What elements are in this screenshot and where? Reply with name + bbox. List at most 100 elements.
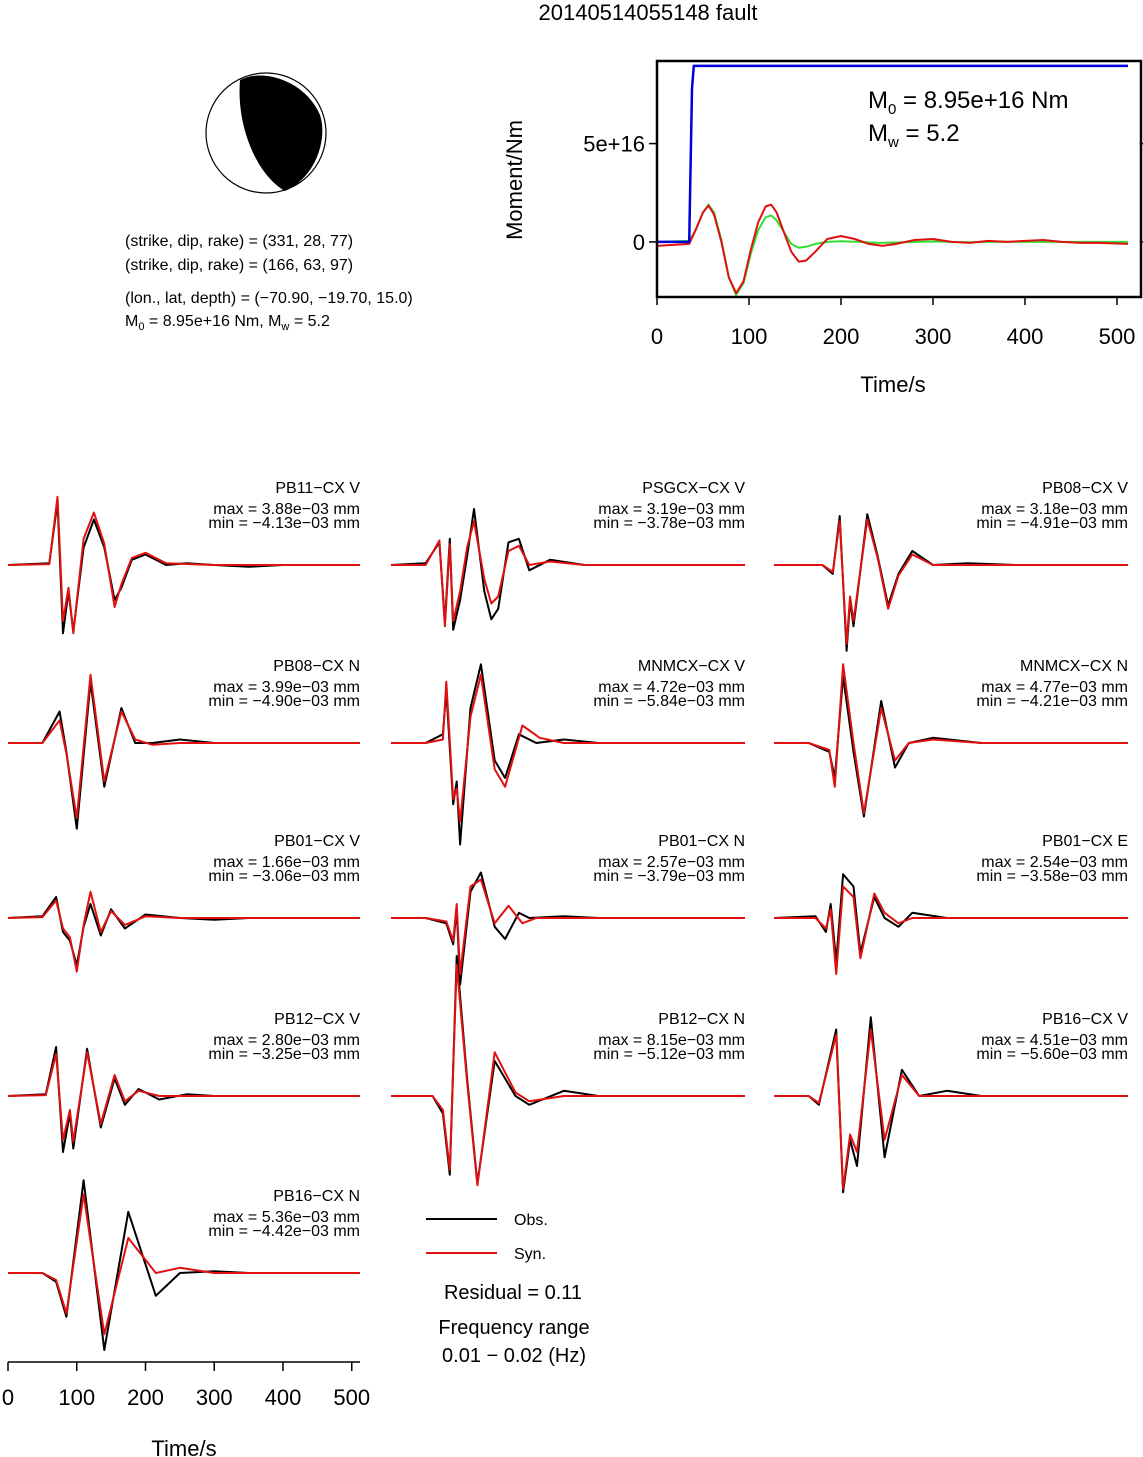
fault-parameters: (strike, dip, rake) = (331, 28, 77) (str… (125, 233, 413, 333)
moment-x-axis: 0 100 200 300 400 500 (651, 297, 1135, 349)
max-amplitude-label: max = 3.99e−03 mm (213, 679, 360, 696)
moment-panel-frame (655, 59, 1143, 299)
min-amplitude-label: min = −4.42e−03 mm (208, 1223, 360, 1240)
min-amplitude-label: min = −5.60e−03 mm (976, 1046, 1128, 1063)
synthetic-waveform (774, 518, 1128, 645)
figure-title: 20140514055148 fault (539, 0, 758, 25)
max-amplitude-label: max = 3.19e−03 mm (598, 501, 745, 518)
station-name-label: PB01−CX N (658, 833, 745, 850)
station-name-label: PB08−CX N (273, 658, 360, 675)
waveform-x-tick-label: 100 (58, 1385, 95, 1410)
min-amplitude-label: min = −5.12e−03 mm (593, 1046, 745, 1063)
legend-obs-label: Obs. (514, 1212, 548, 1229)
synthetic-waveform (8, 673, 360, 820)
station-name-label: PB12−CX N (658, 1011, 745, 1028)
max-amplitude-label: max = 2.57e−03 mm (598, 854, 745, 871)
station-name-label: PB08−CX V (1042, 480, 1128, 497)
synthetic-waveform (774, 1028, 1128, 1190)
frequency-range-value: 0.01 − 0.02 (Hz) (442, 1345, 586, 1367)
observed-waveform (8, 1179, 360, 1351)
synthetic-waveform (391, 963, 745, 1187)
max-amplitude-label: max = 4.72e−03 mm (598, 679, 745, 696)
min-amplitude-label: min = −4.21e−03 mm (976, 693, 1128, 710)
moment-plot-area (656, 64, 1129, 296)
moment-x-tick-label: 400 (1007, 324, 1044, 349)
moment-rate-red-series (656, 203, 1129, 295)
synthetic-waveform (391, 520, 745, 628)
moment-x-tick-label: 0 (651, 324, 663, 349)
min-amplitude-label: min = −4.90e−03 mm (208, 693, 360, 710)
synthetic-waveform (774, 885, 1128, 975)
waveform-x-label: Time/s (151, 1436, 216, 1457)
observed-waveform (391, 955, 745, 1185)
hypocenter-location: (lon., lat, depth) = (−70.90, −19.70, 15… (125, 290, 413, 307)
min-amplitude-label: min = −4.91e−03 mm (976, 515, 1128, 532)
synthetic-waveform (8, 1193, 360, 1336)
moment-m0-annotation: M0 = 8.95e+16 Nm (868, 87, 1068, 118)
waveform-x-tick-label: 300 (196, 1385, 233, 1410)
nodal-plane-1: (strike, dip, rake) = (331, 28, 77) (125, 233, 353, 250)
min-amplitude-label: min = −3.06e−03 mm (208, 868, 360, 885)
synthetic-waveform (774, 663, 1128, 814)
max-amplitude-label: max = 1.66e−03 mm (213, 854, 360, 871)
legend: Obs. Syn. (426, 1212, 548, 1263)
moment-mw-annotation: Mw = 5.2 (868, 120, 960, 151)
moment-x-tick-label: 100 (731, 324, 768, 349)
waveform-x-tick-label: 0 (2, 1385, 14, 1410)
moment-x-tick-label: 200 (823, 324, 860, 349)
moment-y-axis: 0 5e+16 (583, 132, 1143, 255)
observed-waveform (391, 871, 745, 986)
moment-magnitude-line: M0 = 8.95e+16 Nm, Mw = 5.2 (125, 313, 330, 333)
max-amplitude-label: max = 2.54e−03 mm (981, 854, 1128, 871)
station-name-label: PB16−CX V (1042, 1011, 1128, 1028)
moment-y-label: Moment/Nm (502, 120, 527, 240)
min-amplitude-label: min = −4.13e−03 mm (208, 515, 360, 532)
observed-waveform (7, 896, 360, 967)
max-amplitude-label: max = 4.51e−03 mm (981, 1032, 1128, 1049)
moment-panel: 0 100 200 300 400 500 0 5e+16 Time/s Moment/Nm… (502, 59, 1143, 397)
min-amplitude-label: min = −5.84e−03 mm (593, 693, 745, 710)
moment-y-tick-label: 0 (633, 230, 645, 255)
min-amplitude-label: min = −3.58e−03 mm (976, 868, 1128, 885)
station-name-label: MNMCX−CX N (1020, 658, 1128, 675)
max-amplitude-label: max = 2.80e−03 mm (213, 1032, 360, 1049)
synthetic-waveform (7, 1051, 360, 1143)
moment-x-tick-label: 500 (1099, 324, 1136, 349)
frequency-range-label: Frequency range (438, 1317, 589, 1339)
synthetic-waveform (7, 890, 360, 973)
station-name-label: PB16−CX N (273, 1188, 360, 1205)
observed-waveform (774, 513, 1128, 652)
waveform-x-axis: 0 100 200 300 400 500 (2, 1361, 370, 1410)
max-amplitude-label: max = 4.77e−03 mm (981, 679, 1128, 696)
synthetic-waveform (391, 673, 745, 823)
cumulative-moment-series (657, 64, 1128, 244)
residual-label: Residual = 0.11 (444, 1282, 582, 1304)
waveform-x-tick-label: 500 (333, 1385, 370, 1410)
max-amplitude-label: max = 8.15e−03 mm (598, 1032, 745, 1049)
nodal-plane-2: (strike, dip, rake) = (166, 63, 97) (125, 257, 353, 274)
station-name-label: PB01−CX V (274, 833, 360, 850)
station-name-label: MNMCX−CX V (638, 658, 745, 675)
max-amplitude-label: max = 3.88e−03 mm (213, 501, 360, 518)
station-name-label: PB12−CX V (274, 1011, 360, 1028)
waveform-x-tick-label: 200 (127, 1385, 164, 1410)
station-name-label: PB01−CX E (1042, 833, 1128, 850)
station-name-label: PB11−CX V (275, 480, 360, 497)
moment-y-tick-label: 5e+16 (583, 132, 645, 157)
synthetic-waveform (391, 878, 745, 975)
max-amplitude-label: max = 5.36e−03 mm (213, 1209, 360, 1226)
moment-x-tick-label: 300 (915, 324, 952, 349)
